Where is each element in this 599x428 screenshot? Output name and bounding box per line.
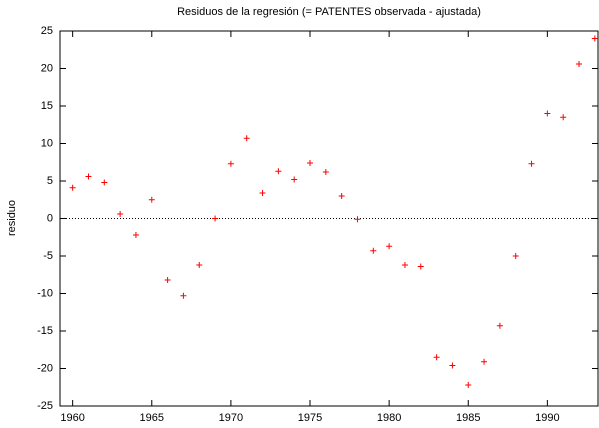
- point: [212, 215, 219, 222]
- y-axis-label: residuo: [6, 200, 18, 236]
- y-tick-label: -20: [37, 362, 53, 374]
- point: [117, 211, 124, 217]
- point: [417, 263, 424, 270]
- x-tick-label: 1960: [60, 412, 84, 424]
- y-tick-label: -25: [37, 400, 53, 412]
- point: [481, 358, 488, 365]
- point: [291, 176, 298, 183]
- point: [386, 243, 393, 250]
- y-tick-label: -15: [37, 325, 53, 337]
- point: [496, 322, 503, 329]
- point: [85, 173, 92, 180]
- point: [576, 61, 583, 67]
- point: [180, 292, 187, 299]
- y-tick-label: -10: [37, 287, 53, 299]
- y-tick-label: -5: [43, 250, 53, 262]
- point: [307, 160, 314, 166]
- point: [243, 135, 250, 142]
- point: [449, 362, 456, 369]
- point: [227, 160, 234, 167]
- plot-frame: [59, 30, 599, 407]
- x-tick-label: 1965: [140, 412, 164, 424]
- y-tick-label: 5: [47, 175, 53, 187]
- x-tick-label: 1985: [456, 412, 480, 424]
- point: [465, 382, 472, 388]
- point: [544, 110, 551, 117]
- y-tick-label: 0: [47, 212, 53, 224]
- y-tick-label: 25: [41, 25, 53, 37]
- point: [132, 232, 139, 238]
- point: [338, 193, 345, 199]
- point: [512, 253, 519, 259]
- point: [528, 160, 535, 167]
- point: [275, 168, 282, 175]
- point: [560, 114, 567, 121]
- point: [433, 354, 440, 361]
- point: [259, 190, 266, 196]
- y-tick-label: 20: [41, 62, 53, 74]
- point: [69, 184, 76, 191]
- point: [354, 216, 361, 223]
- point: [196, 262, 203, 268]
- point: [148, 196, 155, 203]
- point: [101, 179, 108, 186]
- y-tick-label: 10: [41, 137, 53, 149]
- x-tick-label: 1990: [535, 412, 559, 424]
- chart-title: Residuos de la regresión (= PATENTES obs…: [177, 6, 481, 18]
- point: [370, 247, 377, 254]
- point: [591, 35, 598, 42]
- y-tick-label: 15: [41, 100, 53, 112]
- x-tick-label: 1980: [377, 412, 401, 424]
- x-tick-label: 1970: [219, 412, 243, 424]
- point: [164, 277, 171, 283]
- point: [401, 262, 408, 268]
- point: [322, 169, 329, 175]
- x-tick-label: 1975: [298, 412, 322, 424]
